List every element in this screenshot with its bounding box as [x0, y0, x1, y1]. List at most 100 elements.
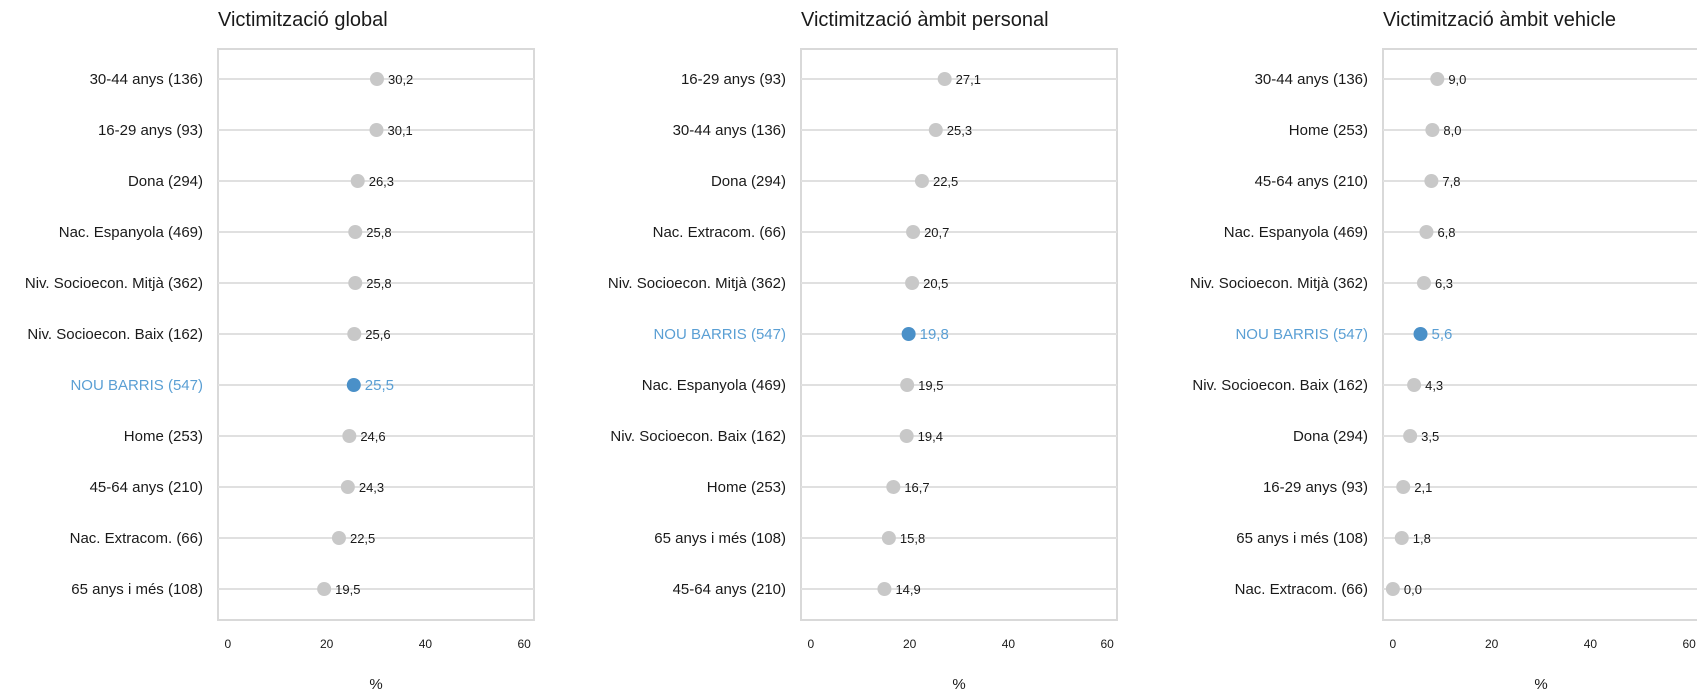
category-label: Nac. Extracom. (66)	[70, 530, 203, 547]
data-point	[347, 327, 362, 341]
data-point	[1425, 123, 1440, 137]
data-label: 22,5	[933, 174, 958, 189]
data-label: 6,3	[1435, 276, 1453, 291]
x-tick-label: 40	[419, 637, 433, 651]
x-tick-label: 60	[1100, 637, 1114, 651]
data-label: 9,0	[1448, 72, 1466, 87]
category-label: 65 anys i més (108)	[71, 581, 203, 598]
category-label: Dona (294)	[711, 173, 786, 190]
data-point	[899, 429, 914, 443]
data-label: 25,6	[365, 327, 390, 342]
x-tick-label: 40	[1584, 637, 1598, 651]
chart-title: Victimització àmbit personal	[801, 9, 1049, 31]
chart-title: Victimització global	[218, 9, 388, 31]
data-label: 16,7	[904, 480, 929, 495]
x-tick-label: 20	[1485, 637, 1499, 651]
category-label: 16-29 anys (93)	[1263, 479, 1368, 496]
data-label: 25,5	[365, 377, 394, 394]
data-point	[348, 276, 363, 290]
x-tick-label: 20	[320, 637, 334, 651]
category-label: Nac. Extracom. (66)	[653, 224, 786, 241]
category-label: Home (253)	[1289, 122, 1368, 139]
category-label: 16-29 anys (93)	[681, 71, 786, 88]
data-point	[914, 174, 929, 188]
data-label: 15,8	[900, 531, 925, 546]
category-label: 45-64 anys (210)	[673, 581, 786, 598]
category-label: Nac. Espanyola (469)	[1224, 224, 1368, 241]
data-label: 14,9	[895, 582, 920, 597]
data-point	[369, 123, 384, 137]
category-label: Nac. Espanyola (469)	[642, 377, 786, 394]
x-tick-label: 20	[903, 637, 917, 651]
data-label: 19,8	[920, 326, 949, 343]
category-label: Niv. Socioecon. Mitjà (362)	[25, 275, 203, 292]
x-tick-label: 60	[517, 637, 531, 651]
data-label: 24,6	[360, 429, 385, 444]
x-axis-label: %	[1534, 676, 1547, 693]
category-label: 45-64 anys (210)	[90, 479, 203, 496]
category-label: Home (253)	[707, 479, 786, 496]
data-point	[906, 225, 921, 239]
data-point	[877, 582, 892, 596]
data-point	[340, 480, 355, 494]
chart-panel-1: Victimització global 30-44 anys (136) 30,2…	[25, 9, 535, 693]
x-tick-label: 0	[1390, 637, 1397, 651]
chart-title: Victimització àmbit vehicle	[1383, 9, 1616, 31]
data-label: 27,1	[956, 72, 981, 87]
category-label: Nac. Espanyola (469)	[59, 224, 203, 241]
data-label: 6,8	[1437, 225, 1455, 240]
highlight-point	[346, 378, 361, 392]
category-label: Dona (294)	[1293, 428, 1368, 445]
category-label: 30-44 anys (136)	[1255, 71, 1368, 88]
category-label: Niv. Socioecon. Mitjà (362)	[608, 275, 786, 292]
x-tick-label: 40	[1002, 637, 1016, 651]
data-point	[937, 72, 952, 86]
category-label: 30-44 anys (136)	[90, 71, 203, 88]
data-point	[1407, 378, 1422, 392]
data-point	[1430, 72, 1445, 86]
category-label: Niv. Socioecon. Mitjà (362)	[1190, 275, 1368, 292]
category-label: 16-29 anys (93)	[98, 122, 203, 139]
data-label: 20,7	[924, 225, 949, 240]
data-label: 2,1	[1414, 480, 1432, 495]
category-label: Home (253)	[124, 428, 203, 445]
data-label: 7,8	[1442, 174, 1460, 189]
data-label: 8,0	[1443, 123, 1461, 138]
data-point	[1416, 276, 1431, 290]
category-label: Nac. Extracom. (66)	[1235, 581, 1368, 598]
highlight-point	[1413, 327, 1428, 341]
data-label: 1,8	[1413, 531, 1431, 546]
x-axis-label: %	[369, 676, 382, 693]
data-point	[350, 174, 365, 188]
data-label: 3,5	[1421, 429, 1439, 444]
category-label: Niv. Socioecon. Baix (162)	[1192, 377, 1368, 394]
chart-panel-2: Victimització àmbit personal 16-29 anys (…	[608, 9, 1118, 693]
x-tick-label: 0	[225, 637, 232, 651]
data-label: 30,2	[388, 72, 413, 87]
data-point	[1394, 531, 1409, 545]
data-label: 4,3	[1425, 378, 1443, 393]
x-tick-label: 0	[808, 637, 815, 651]
data-point	[900, 378, 915, 392]
category-label: NOU BARRIS (547)	[70, 377, 203, 394]
data-label: 0,0	[1404, 582, 1422, 597]
category-label: 45-64 anys (210)	[1255, 173, 1368, 190]
chart-panel-3: Victimització àmbit vehicle 30-44 anys (1…	[1190, 9, 1697, 693]
x-tick-label: 60	[1682, 637, 1696, 651]
category-label: 65 anys i més (108)	[1236, 530, 1368, 547]
category-label: NOU BARRIS (547)	[653, 326, 786, 343]
data-label: 24,3	[359, 480, 384, 495]
data-point	[1424, 174, 1439, 188]
category-label: Niv. Socioecon. Baix (162)	[610, 428, 786, 445]
data-point	[1385, 582, 1400, 596]
category-label: 30-44 anys (136)	[673, 122, 786, 139]
category-label: NOU BARRIS (547)	[1235, 326, 1368, 343]
category-label: 65 anys i més (108)	[654, 530, 786, 547]
data-point	[928, 123, 943, 137]
data-point	[369, 72, 384, 86]
data-point	[1403, 429, 1418, 443]
data-label: 25,3	[947, 123, 972, 138]
data-label: 25,8	[366, 276, 391, 291]
